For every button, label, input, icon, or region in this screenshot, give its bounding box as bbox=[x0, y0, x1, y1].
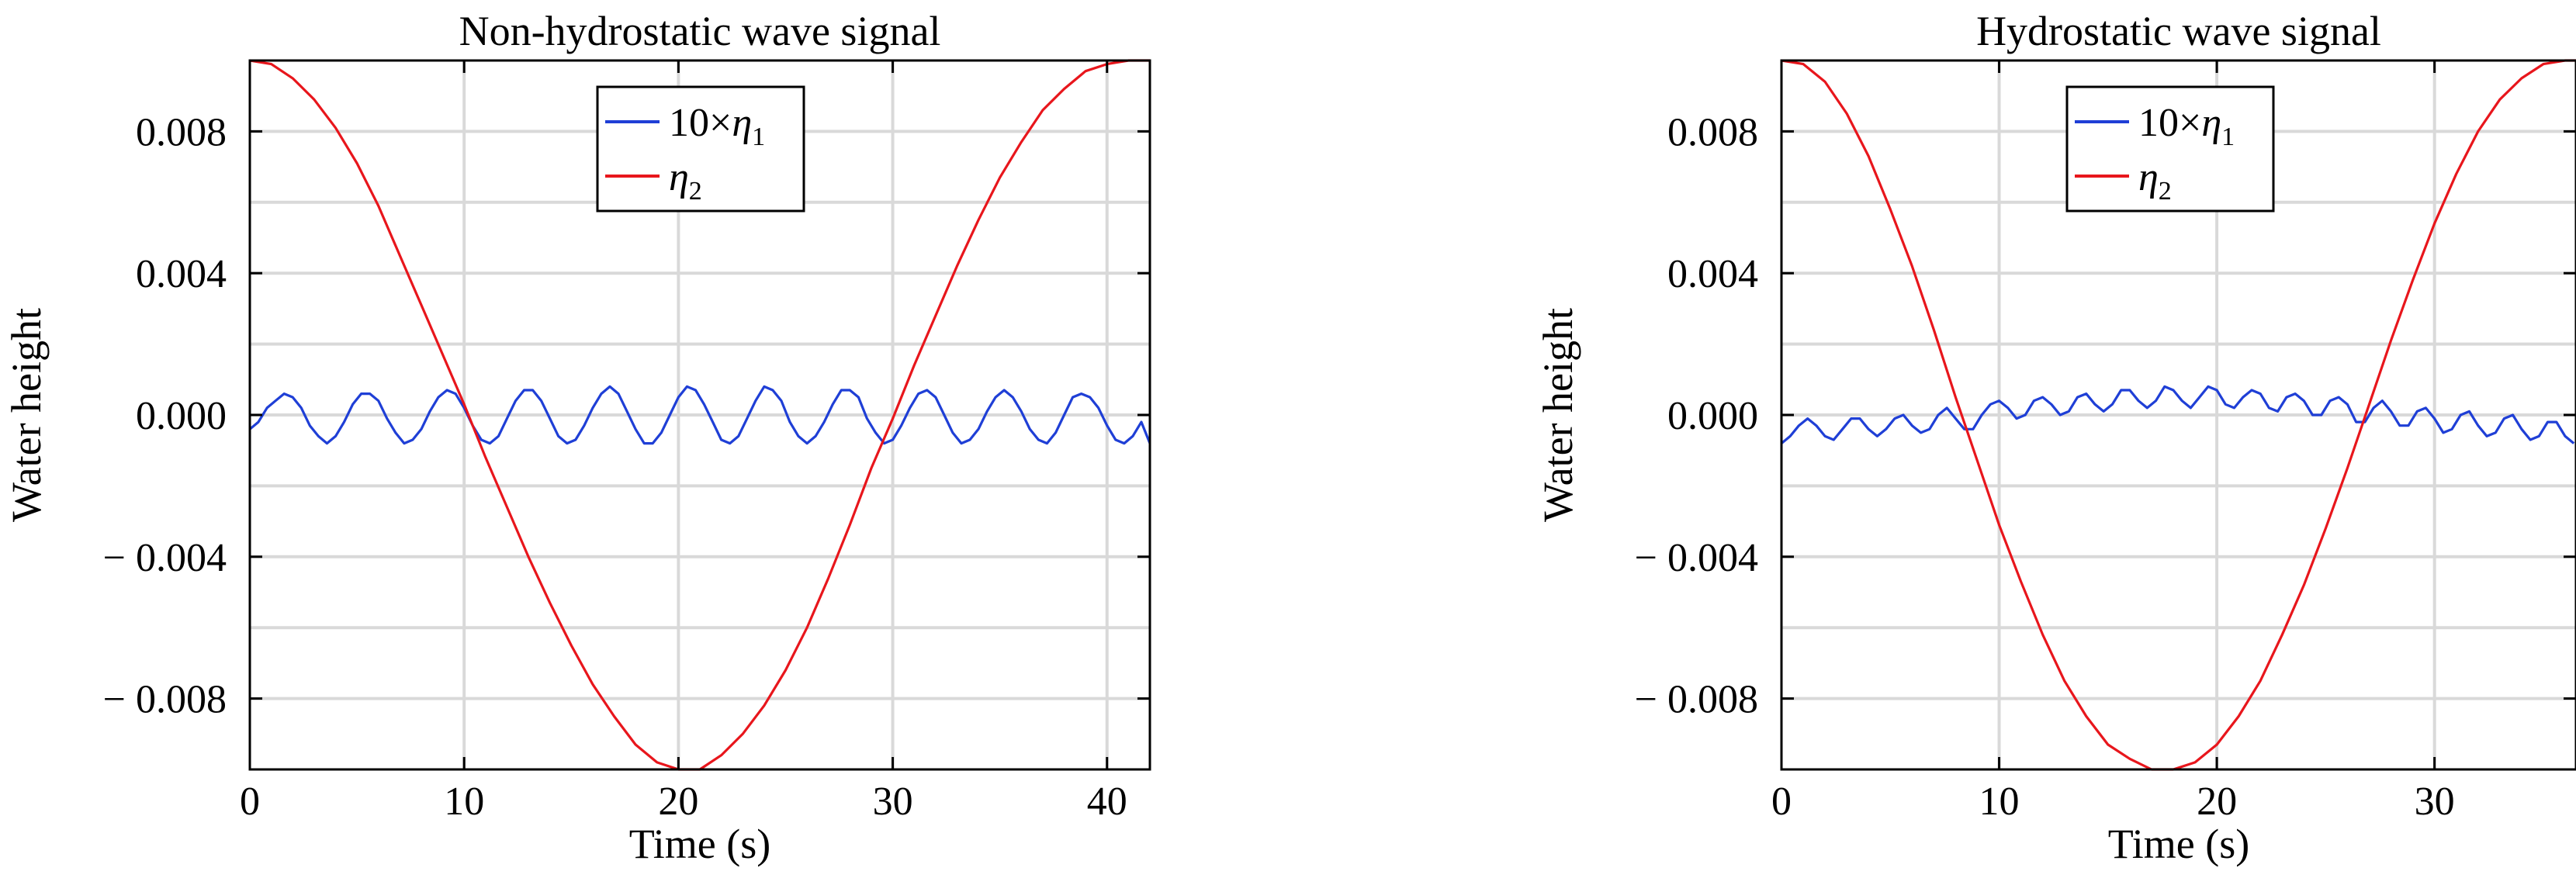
chart-title: Hydrostatic wave signal bbox=[1976, 8, 2381, 54]
x-tick-label: 20 bbox=[2197, 780, 2237, 824]
x-tick-label: 10 bbox=[1979, 780, 2020, 824]
x-tick-label: 20 bbox=[658, 780, 698, 824]
x-tick-label: 30 bbox=[2415, 780, 2455, 824]
x-tick-label: 30 bbox=[873, 780, 913, 824]
x-tick-label: 10 bbox=[444, 780, 484, 824]
x-tick-label: 40 bbox=[1087, 780, 1127, 824]
series-line-eta1 bbox=[248, 385, 1151, 445]
y-tick-label: 0.004 bbox=[1667, 252, 1758, 296]
y-tick-label: − 0.008 bbox=[1635, 678, 1758, 722]
x-axis-label: Time (s) bbox=[629, 821, 771, 867]
y-tick-label: 0.008 bbox=[136, 110, 227, 154]
y-tick-label: 0.008 bbox=[1667, 110, 1758, 154]
legend-label: 10×η1 bbox=[2138, 101, 2235, 151]
panel-non-hydrostatic: 0 10 20 30 40 0.008 0.004 0.000 − 0.004 − 0.008 No… bbox=[3, 8, 1151, 867]
series-line-eta1 bbox=[1780, 385, 2575, 444]
y-axis-label: Water height bbox=[1535, 308, 1581, 522]
y-tick-label: 0.000 bbox=[1667, 394, 1758, 438]
x-axis-label: Time (s) bbox=[2108, 821, 2250, 867]
y-tick-label: − 0.004 bbox=[103, 536, 227, 580]
y-axis-label: Water height bbox=[3, 308, 50, 522]
legend-label: η2 bbox=[2138, 155, 2172, 206]
x-tick-label: 0 bbox=[1771, 780, 1792, 824]
legend-label: η2 bbox=[669, 155, 702, 206]
chart-title: Non-hydrostatic wave signal bbox=[459, 8, 941, 54]
series-line-eta2 bbox=[1781, 59, 2576, 771]
y-tick-label: 0.004 bbox=[136, 252, 227, 296]
legend-box bbox=[596, 85, 805, 213]
y-tick-label: 0.000 bbox=[136, 394, 227, 438]
legend-label: 10×η1 bbox=[669, 101, 765, 151]
y-tick-label: − 0.008 bbox=[103, 678, 227, 722]
panel-hydrostatic: 0 10 20 30 0.008 0.004 0.000 − 0.004 − 0.008 Hydr… bbox=[1535, 8, 2576, 867]
legend-box bbox=[2065, 85, 2275, 213]
y-tick-label: − 0.004 bbox=[1635, 536, 1758, 580]
x-tick-label: 0 bbox=[240, 780, 260, 824]
